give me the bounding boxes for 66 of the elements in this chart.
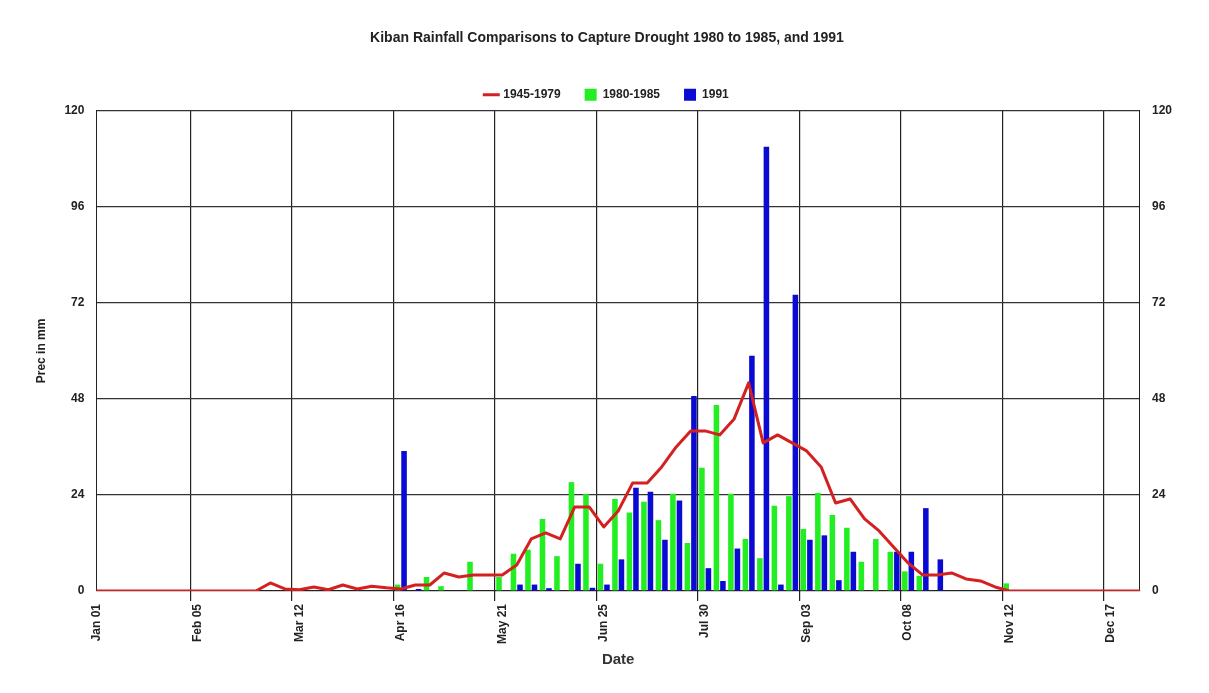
bar [778,584,784,591]
y2-tick-label: 96 [1151,199,1166,214]
x-tick-label: Mar 12 [291,603,306,643]
bar [720,580,726,591]
y2-tick-label: 120 [1151,103,1173,118]
y2-tick-label: 24 [1151,487,1166,502]
bar [438,586,444,591]
y-tick-label: 48 [71,391,85,406]
bar [401,450,407,591]
x-tick-label: Jul 30 [697,603,712,639]
y-tick-label: 96 [71,199,85,214]
bar [612,498,618,591]
x-tick-label: Jan 01 [88,603,103,642]
x-tick-label: Oct 08 [900,603,915,641]
x-tick-label: May 21 [494,603,509,645]
bar [923,508,929,591]
bar [902,571,908,591]
bar [815,492,821,591]
bar [829,514,836,591]
y2-tick-label: 48 [1151,391,1166,406]
legend-label: 1991 [702,87,730,102]
bar [604,584,610,591]
legend-label: 1945-1979 [503,87,561,102]
bar [546,588,552,591]
bar [894,551,900,591]
y2-tick-label: 72 [1151,295,1166,310]
bar [554,556,560,591]
x-tick-label: Nov 12 [1001,603,1016,644]
bar [757,558,763,591]
bar [655,520,662,591]
y-tick-label: 72 [71,295,85,310]
bar [786,496,792,591]
legend-label: 1980-1985 [602,87,661,102]
bar [647,491,654,591]
bar [821,535,828,591]
bar [844,527,850,591]
x-tick-label: Dec 17 [1103,603,1118,643]
chart-title: Kiban Rainfall Comparisons to Capture Drought 1980 to 1985, and 1991 [370,29,845,46]
bar [583,494,589,591]
bar [670,493,676,591]
x-tick-label: Feb 05 [190,603,205,642]
y-tick-label: 120 [64,103,85,118]
bar [873,538,879,591]
bar [496,576,502,591]
bar [807,539,813,591]
y-axis-title: Prec in mm [33,318,48,384]
bar [633,487,639,591]
bar [662,539,668,591]
x-axis-title: Date [601,650,635,668]
bar [525,549,531,591]
bar [691,396,697,591]
bar [771,505,778,591]
y-tick-label: 0 [77,583,85,598]
x-tick-label: Jun 25 [596,603,611,642]
bar [641,501,647,591]
y2-tick-label: 0 [1151,583,1159,598]
bar [575,563,581,591]
bar [749,355,755,591]
bar [836,580,842,591]
bar [699,467,705,591]
x-tick-label: Apr 16 [393,603,408,642]
bar [728,493,734,591]
bar [517,584,523,591]
y-tick-label: 24 [71,487,85,502]
x-tick-label: Sep 03 [798,603,813,643]
bar [618,559,625,591]
